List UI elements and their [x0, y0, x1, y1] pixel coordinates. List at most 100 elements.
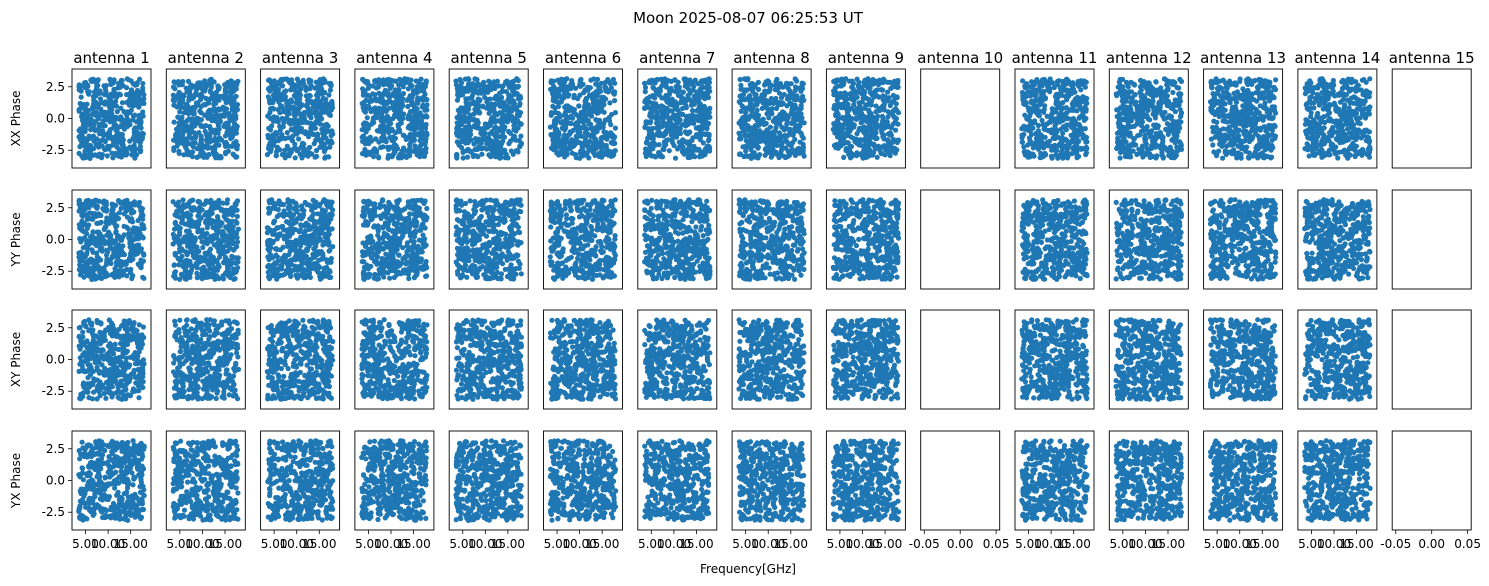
data-point [1078, 125, 1084, 131]
data-point [738, 108, 744, 114]
data-point [273, 82, 279, 88]
data-point [892, 114, 898, 121]
data-point [668, 129, 674, 135]
data-point [1028, 98, 1035, 104]
data-point [368, 108, 374, 115]
data-point [607, 100, 613, 106]
data-point [834, 102, 840, 108]
data-point [479, 151, 485, 157]
data-point [1114, 93, 1120, 99]
data-point [419, 118, 425, 124]
data-point [552, 140, 559, 146]
data-point [234, 102, 241, 108]
data-point [176, 89, 182, 95]
data-point [697, 80, 703, 86]
data-point [481, 145, 487, 151]
data-point [198, 133, 204, 139]
data-point [360, 105, 366, 111]
data-point [184, 89, 190, 95]
data-point [1030, 80, 1036, 86]
data-point [85, 136, 91, 142]
data-point [225, 148, 231, 154]
data-point [846, 78, 853, 84]
data-point [1039, 117, 1045, 124]
data-point [1019, 139, 1025, 145]
data-point [84, 101, 90, 107]
data-point [1153, 131, 1159, 137]
data-point [693, 116, 700, 122]
data-point [408, 77, 414, 83]
data-point [1030, 87, 1036, 93]
data-point [583, 112, 589, 118]
data-point [1160, 114, 1166, 120]
data-point [386, 152, 392, 159]
data-point [601, 151, 607, 157]
data-point [885, 137, 891, 143]
data-point [477, 110, 483, 116]
data-point [1082, 126, 1088, 132]
data-point [1150, 98, 1156, 104]
subplot: antenna 7 [637, 49, 718, 169]
data-point [870, 119, 876, 125]
data-point [233, 154, 239, 160]
data-point [1155, 143, 1161, 149]
data-point [190, 110, 196, 117]
data-point [234, 106, 240, 112]
data-point [87, 142, 94, 149]
data-point [219, 93, 225, 99]
data-point [518, 121, 524, 127]
data-point [305, 120, 311, 126]
data-point [1033, 92, 1039, 98]
data-point [855, 89, 861, 95]
data-point [842, 134, 848, 140]
data-point [82, 143, 88, 149]
data-point [1170, 79, 1176, 85]
data-point [396, 153, 402, 159]
data-point [85, 89, 91, 95]
data-point [464, 134, 470, 140]
data-point [276, 135, 282, 141]
data-point [110, 155, 116, 161]
data-point [867, 90, 873, 96]
data-point [102, 115, 108, 121]
data-point [372, 92, 378, 98]
data-point [558, 99, 564, 105]
data-point [1119, 76, 1126, 82]
data-point [554, 118, 560, 124]
data-point [205, 145, 211, 151]
data-point [1123, 117, 1130, 123]
data-point [784, 121, 790, 127]
data-point [660, 104, 667, 110]
data-point [854, 150, 860, 156]
data-point [509, 115, 515, 121]
data-point [1121, 133, 1127, 139]
data-point [103, 83, 109, 89]
data-point [398, 120, 404, 126]
data-point [113, 91, 119, 97]
data-point [453, 78, 459, 84]
data-point [675, 92, 682, 98]
data-point [1052, 144, 1059, 151]
data-point [782, 132, 788, 139]
data-point [294, 147, 300, 154]
data-point [465, 146, 471, 152]
data-point [1083, 101, 1089, 107]
data-point [180, 119, 186, 125]
subplot-title: antenna 9 [828, 49, 904, 67]
data-point [1069, 106, 1075, 112]
data-point [401, 145, 407, 151]
data-point [647, 99, 653, 105]
data-point [832, 79, 839, 85]
data-point [393, 98, 399, 105]
data-point [323, 96, 329, 103]
data-point [306, 145, 312, 151]
data-point [1128, 133, 1134, 139]
data-point [785, 86, 792, 92]
data-point [129, 144, 135, 151]
data-point [194, 154, 200, 160]
data-point [1119, 116, 1125, 122]
data-point [179, 99, 186, 105]
data-point [383, 90, 389, 96]
data-point [174, 80, 180, 86]
data-point [488, 154, 494, 160]
